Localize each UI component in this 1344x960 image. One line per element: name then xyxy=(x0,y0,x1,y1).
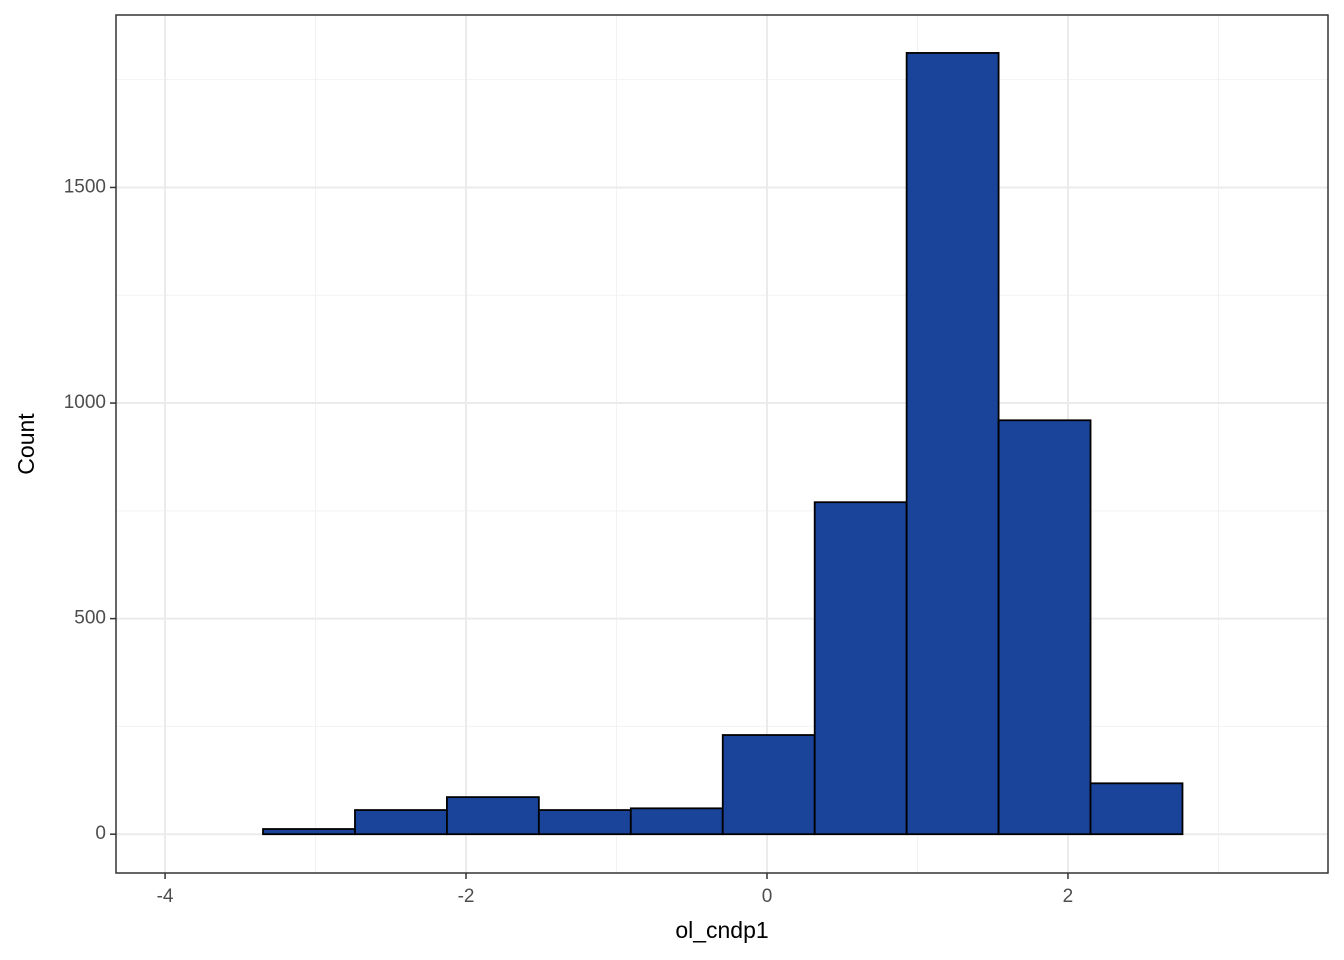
bar xyxy=(813,501,908,836)
y-tick-label: 1000 xyxy=(64,392,106,413)
y-tick-label: 0 xyxy=(95,823,106,844)
bar xyxy=(629,807,724,836)
bar xyxy=(997,419,1092,836)
y-tick-label: 500 xyxy=(74,608,106,629)
bar xyxy=(354,809,448,836)
bar xyxy=(905,52,1000,836)
x-tick-label: -2 xyxy=(458,886,475,907)
x-tick-label: 2 xyxy=(1063,886,1074,907)
x-tick-label: -4 xyxy=(157,886,174,907)
bar xyxy=(721,734,816,836)
y-axis-title: Count xyxy=(13,413,39,475)
panel-border xyxy=(115,14,1329,874)
y-tick-label: 1500 xyxy=(64,176,106,197)
bar xyxy=(537,809,632,836)
bar xyxy=(446,796,540,836)
bar xyxy=(262,828,356,836)
bar xyxy=(1089,782,1184,836)
x-axis-title: ol_cndp1 xyxy=(675,917,768,943)
x-tick-label: 0 xyxy=(762,886,773,907)
